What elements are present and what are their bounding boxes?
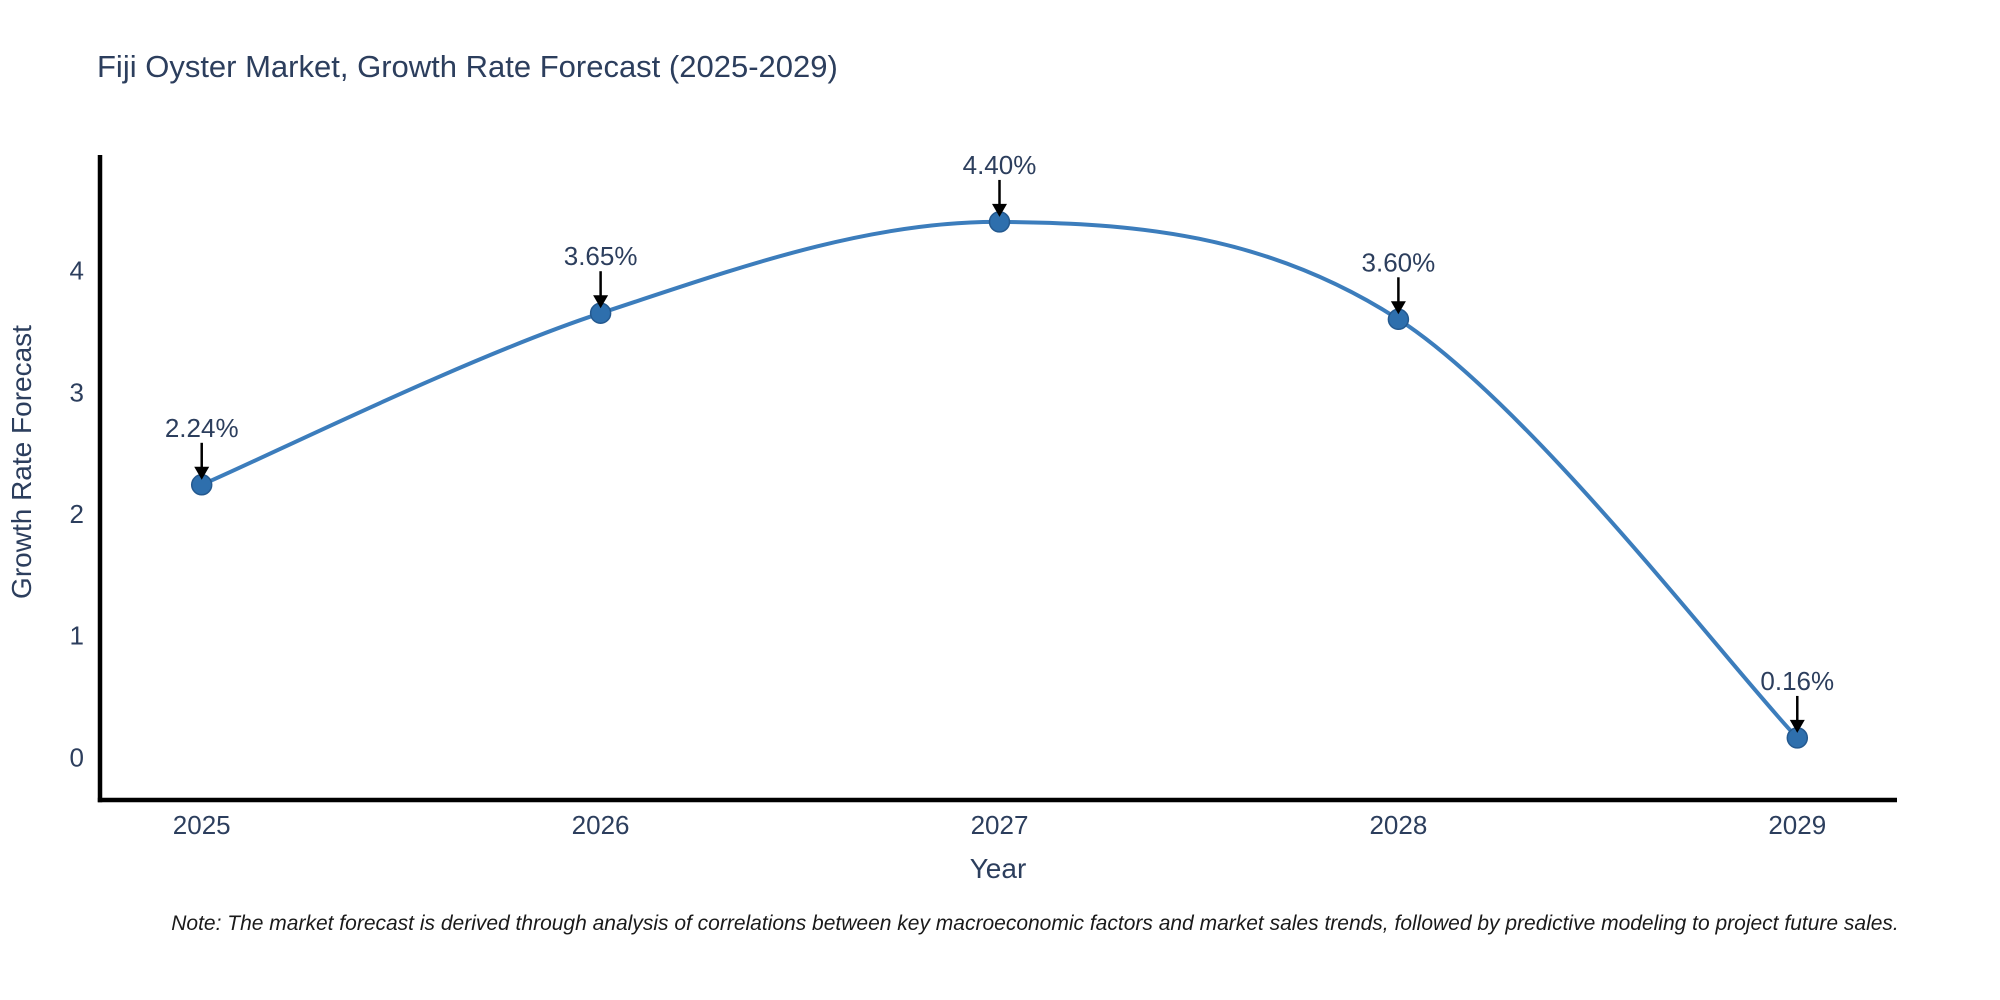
annotation: 0.16% bbox=[1760, 666, 1834, 733]
annotation-label: 0.16% bbox=[1760, 666, 1834, 696]
annotation: 3.65% bbox=[564, 241, 638, 309]
annotation-label: 3.65% bbox=[564, 241, 638, 271]
y-tick-labels: 0 1 2 3 4 bbox=[70, 256, 84, 773]
annotation-arrowhead-icon bbox=[1390, 301, 1406, 315]
y-tick-label: 3 bbox=[70, 377, 84, 407]
y-tick-label: 0 bbox=[70, 742, 84, 772]
annotation-arrowhead-icon bbox=[1789, 719, 1805, 733]
x-tick-label: 2026 bbox=[572, 810, 630, 840]
x-tick-labels: 2025 2026 2027 2028 2029 bbox=[173, 810, 1826, 840]
annotation: 3.60% bbox=[1362, 247, 1436, 315]
y-axis-title: Growth Rate Forecast bbox=[6, 325, 37, 599]
x-tick-label: 2028 bbox=[1369, 810, 1427, 840]
x-tick-label: 2027 bbox=[971, 810, 1029, 840]
x-tick-label: 2029 bbox=[1768, 810, 1826, 840]
annotation-arrowhead-icon bbox=[194, 466, 210, 480]
annotation-label: 2.24% bbox=[165, 413, 239, 443]
annotation: 2.24% bbox=[165, 413, 239, 480]
y-tick-label: 4 bbox=[70, 256, 84, 286]
x-tick-label: 2025 bbox=[173, 810, 231, 840]
chart-title: Fiji Oyster Market, Growth Rate Forecast… bbox=[97, 49, 838, 84]
annotation-arrowhead-icon bbox=[991, 203, 1007, 217]
axes bbox=[97, 155, 1897, 803]
point-annotations: 2.24% 3.65% 4.40% 3.60% 0.16% bbox=[165, 150, 1834, 733]
forecast-line-series bbox=[190, 211, 1809, 749]
x-axis-title: Year bbox=[970, 853, 1027, 884]
footnote: Note: The market forecast is derived thr… bbox=[171, 912, 1899, 935]
annotation-label: 4.40% bbox=[963, 150, 1037, 180]
annotation-arrowhead-icon bbox=[593, 295, 609, 309]
series-line bbox=[199, 219, 1800, 740]
y-tick-label: 2 bbox=[70, 499, 84, 529]
annotation-label: 3.60% bbox=[1362, 247, 1436, 277]
y-tick-label: 1 bbox=[70, 621, 84, 651]
annotation: 4.40% bbox=[963, 150, 1037, 217]
